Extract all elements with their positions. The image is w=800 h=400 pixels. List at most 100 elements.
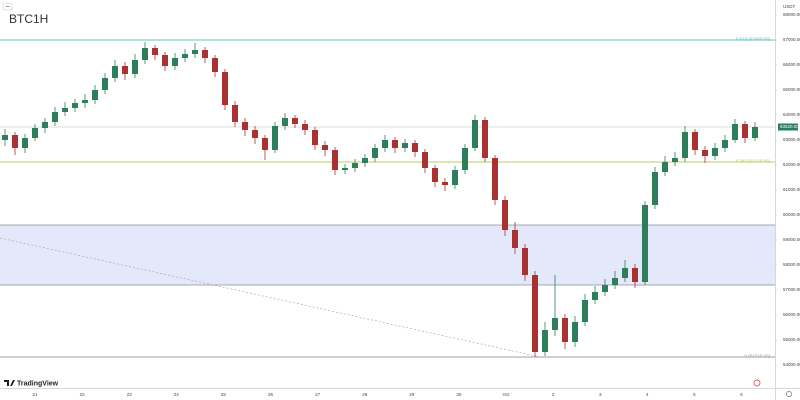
candle-body <box>2 135 8 140</box>
x-tick-label: 29 <box>409 392 415 397</box>
candle-body <box>322 145 328 150</box>
candle-body <box>542 330 548 352</box>
x-tick-label: 25 <box>221 392 227 397</box>
last-price-tag <box>778 123 798 131</box>
candle-body <box>612 278 618 285</box>
candle-body <box>282 118 288 126</box>
candle-body <box>272 126 278 150</box>
candle-body <box>402 143 408 148</box>
candle-body <box>362 158 368 163</box>
x-tick-label: Oct <box>502 392 510 397</box>
candle-body <box>682 132 688 158</box>
plot-area: 0.618 (67000.00) 0.382 (62120.00) 0 (54320… <box>0 37 775 359</box>
candle-body <box>512 230 518 248</box>
y-tick-label: 65000.00 <box>783 87 800 92</box>
y-tick-label: 58000.00 <box>783 262 800 267</box>
candle-body <box>702 150 708 156</box>
candle-body <box>182 54 188 58</box>
candle-body <box>262 138 268 150</box>
y-tick-label: 57000.00 <box>783 287 800 292</box>
y-tick-label: 59000.00 <box>783 237 800 242</box>
candle-body <box>102 78 108 90</box>
x-tick-label: 3 <box>599 392 602 397</box>
y-tick-label: 54000.00 <box>783 362 800 367</box>
x-tick-label: 27 <box>315 392 321 397</box>
candle-body <box>312 130 318 145</box>
candle-body <box>752 127 758 138</box>
price-axis: 54000.00 55000.00 56000.00 57000.00 58000.00… <box>775 12 800 367</box>
candle-body <box>212 58 218 72</box>
candle-body <box>652 172 658 205</box>
candle-body <box>82 100 88 103</box>
candle-body <box>52 112 58 122</box>
candle-body <box>442 182 448 185</box>
candle-body <box>232 105 238 122</box>
candle-body <box>522 248 528 275</box>
candle-body <box>342 168 348 170</box>
candle-body <box>722 140 728 148</box>
candle-body <box>12 135 18 148</box>
candle-body <box>222 72 228 105</box>
candle-body <box>62 108 68 112</box>
x-tick-label: 21 <box>32 392 38 397</box>
candle-body <box>602 285 608 292</box>
candle-body <box>162 55 168 66</box>
candle-body <box>432 168 438 182</box>
fib-label: 0.382 (62120.00) <box>736 159 771 164</box>
candle-body <box>32 128 38 138</box>
x-tick-label: 22 <box>80 392 86 397</box>
last-price-label: 63520.00 <box>780 124 799 129</box>
fib-label: 0 (54320.00) <box>744 354 770 359</box>
y-tick-label: 66000.00 <box>783 62 800 67</box>
candle-body <box>292 118 298 124</box>
y-tick-label: 63000.00 <box>783 137 800 142</box>
x-tick-label: 30 <box>456 392 462 397</box>
candle-body <box>622 268 628 278</box>
candle-body <box>142 48 148 60</box>
candle-body <box>22 138 28 148</box>
candle-body <box>532 275 538 352</box>
candle-body <box>712 148 718 156</box>
candle-body <box>572 322 578 342</box>
brand-name: TradingView <box>17 380 59 387</box>
x-tick-label: 23 <box>127 392 133 397</box>
candle-body <box>672 158 678 162</box>
menu-icon[interactable] <box>2 2 13 11</box>
candle-body <box>552 318 558 330</box>
candle-body <box>172 58 178 66</box>
candle-body <box>642 205 648 282</box>
candle-body <box>92 90 98 100</box>
candle-body <box>72 103 78 108</box>
candle-body <box>382 140 388 148</box>
alert-icon[interactable] <box>753 379 761 387</box>
candle-body <box>152 48 158 55</box>
candle-body <box>302 124 308 130</box>
candle-body <box>42 122 48 128</box>
brand-logo: TradingView <box>4 380 59 387</box>
candle-body <box>192 50 198 54</box>
y-tick-label: 60000.00 <box>783 212 800 217</box>
y-tick-label: 56000.00 <box>783 312 800 317</box>
candle-body <box>372 148 378 158</box>
zone <box>0 225 775 285</box>
y-tick-label: 61000.00 <box>783 187 800 192</box>
x-tick-label: 28 <box>362 392 368 397</box>
x-tick-label: 24 <box>174 392 180 397</box>
candle-body <box>452 170 458 185</box>
x-tick-label: 5 <box>693 392 696 397</box>
candle-body <box>582 300 588 322</box>
candle-body <box>332 150 338 170</box>
settings-icon[interactable] <box>786 391 792 397</box>
candle-body <box>252 130 258 138</box>
x-tick-label: 4 <box>646 392 649 397</box>
x-tick-label: 6 <box>740 392 743 397</box>
candle-body <box>422 152 428 168</box>
candle-body <box>202 50 208 58</box>
fib-label: 0.618 (67000.00) <box>736 37 771 42</box>
candle-body <box>112 66 118 78</box>
candle-body <box>632 268 638 282</box>
candle-body <box>732 124 738 140</box>
candle-body <box>472 120 478 148</box>
